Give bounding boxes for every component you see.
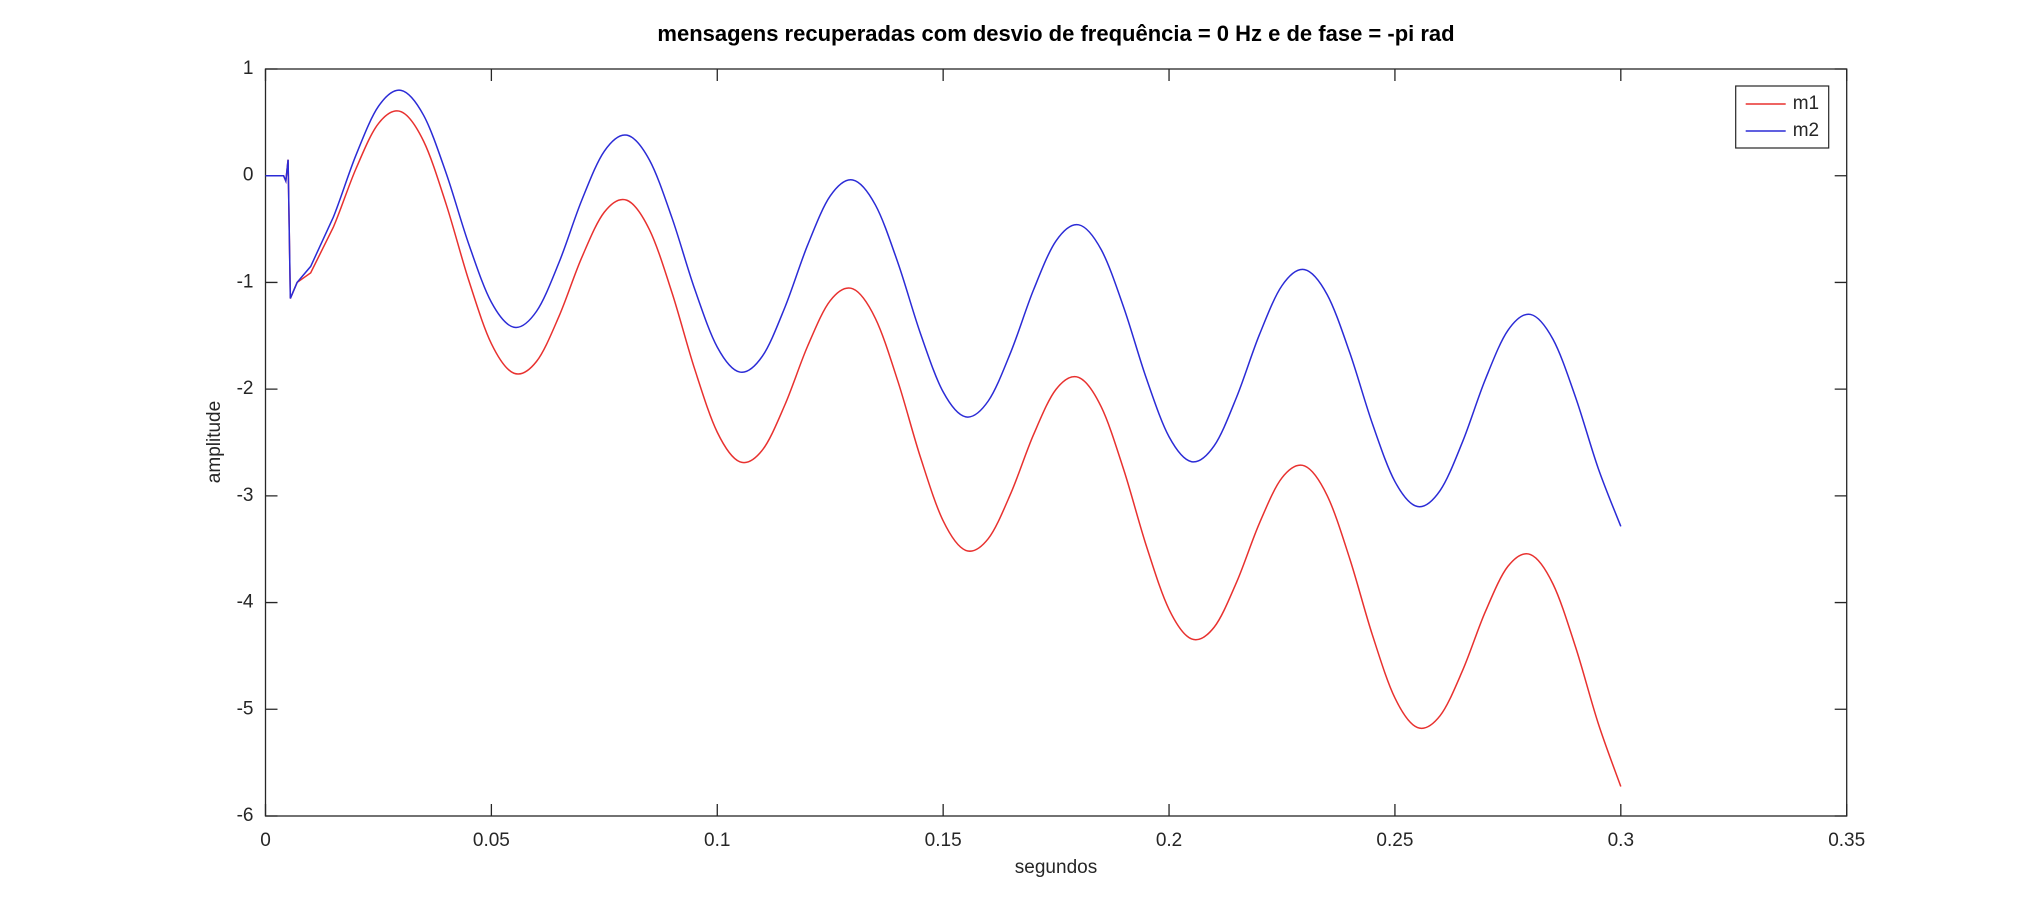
plot-frame (264, 68, 1848, 817)
legend-box (1735, 85, 1830, 149)
x-tick-label: 0.25 (1376, 830, 1413, 851)
x-axis-label: segundos (1015, 857, 1097, 878)
x-tick-label: 0.05 (473, 830, 510, 851)
y-axis-label: amplitude (204, 401, 225, 483)
x-tick-label: 0.2 (1156, 830, 1182, 851)
y-tick-label: -6 (237, 805, 254, 826)
y-tick-label: -2 (237, 378, 254, 399)
x-tick-label: 0.15 (925, 830, 962, 851)
x-tick-label: 0.3 (1608, 830, 1634, 851)
y-tick-label: -5 (237, 698, 254, 719)
chart-title: mensagens recuperadas com desvio de freq… (657, 21, 1454, 46)
y-tick-label: 1 (243, 58, 254, 79)
line-series (265, 89, 1622, 527)
x-tick-label: 0 (260, 830, 271, 851)
legend-label: m1 (1793, 93, 1819, 114)
x-tick-label: 0.35 (1828, 830, 1865, 851)
y-tick-label: 0 (243, 165, 254, 186)
y-tick-label: -1 (237, 271, 254, 292)
y-tick-label: -3 (237, 485, 254, 506)
y-tick-label: -4 (237, 592, 254, 613)
x-tick-label: 0.1 (704, 830, 730, 851)
line-series (265, 110, 1622, 787)
legend-label: m2 (1793, 120, 1819, 141)
